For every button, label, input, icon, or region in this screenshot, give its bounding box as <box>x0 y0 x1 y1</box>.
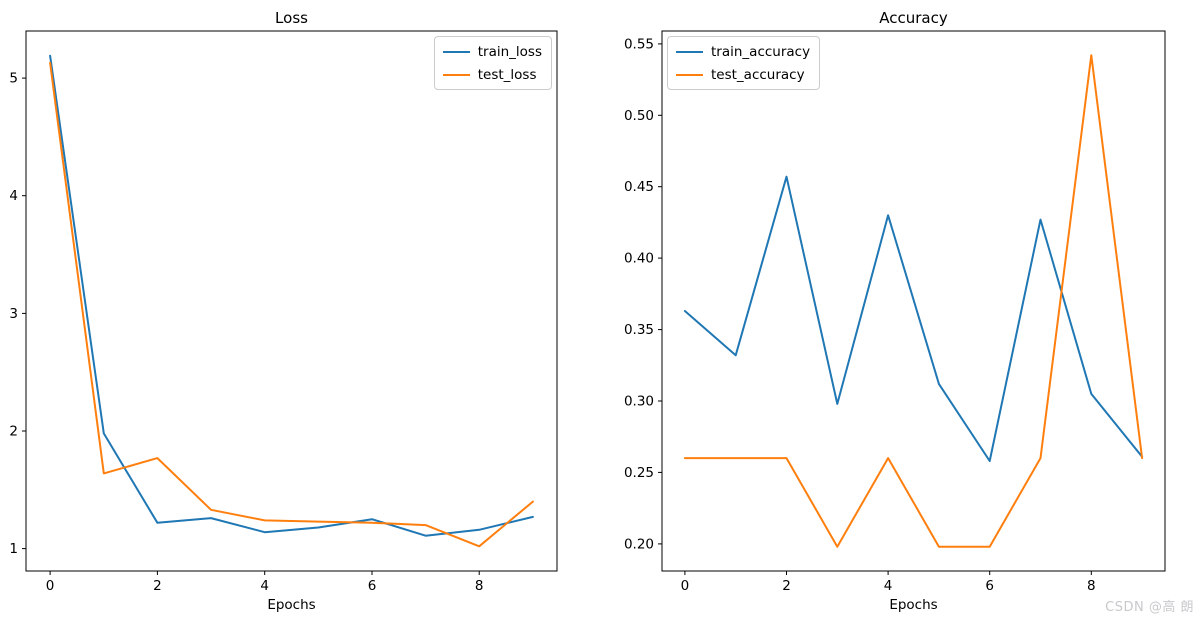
test-loss-line <box>49 61 534 548</box>
loss-chart-title: Loss <box>275 9 308 27</box>
axes-frame <box>661 30 1166 572</box>
y-tick-label: 0.25 <box>624 465 654 481</box>
train-accuracy-line <box>683 175 1144 462</box>
x-tick-label: 4 <box>884 578 893 594</box>
accuracy-chart-title: Accuracy <box>879 9 948 27</box>
y-tick-label: 2 <box>9 424 18 440</box>
legend-label: train_loss <box>477 43 542 60</box>
accuracy-x-axis-label: Epochs <box>889 597 938 613</box>
x-tick-label: 0 <box>46 578 55 594</box>
loss-legend: train_loss test_loss <box>433 36 552 90</box>
y-tick-label: 5 <box>9 71 18 87</box>
x-tick-label: 8 <box>475 578 484 594</box>
x-tick-label: 6 <box>368 578 377 594</box>
y-tick-label: 0.55 <box>624 36 654 52</box>
train-loss-swatch <box>442 50 470 53</box>
x-tick-label: 2 <box>782 578 791 594</box>
y-tick-label: 4 <box>9 188 18 204</box>
legend-label: train_accuracy <box>711 43 811 60</box>
legend-item-train-accuracy: train_accuracy <box>676 41 810 62</box>
x-tick-label: 4 <box>260 578 269 594</box>
legend-item-test-loss: test_loss <box>442 64 542 85</box>
train-accuracy-swatch <box>676 50 703 53</box>
y-tick-label: 0.20 <box>624 536 654 552</box>
y-tick-label: 0.40 <box>624 251 654 267</box>
test-loss-swatch <box>442 73 470 76</box>
train-loss-line <box>49 54 534 537</box>
legend-label: test_accuracy <box>711 66 805 83</box>
y-tick-label: 0.45 <box>624 179 654 195</box>
test-accuracy-swatch <box>676 73 703 76</box>
legend-label: test_loss <box>477 66 537 83</box>
y-tick-label: 0.30 <box>624 394 654 410</box>
accuracy-legend: train_accuracy test_accuracy <box>667 36 821 90</box>
test-accuracy-line <box>683 54 1144 548</box>
y-tick-label: 3 <box>9 306 18 322</box>
y-tick-label: 1 <box>9 541 18 557</box>
x-tick-label: 2 <box>153 578 162 594</box>
x-tick-label: 6 <box>985 578 994 594</box>
axes-frame <box>25 30 558 572</box>
loss-x-axis-label: Epochs <box>267 597 316 613</box>
y-tick-label: 0.35 <box>624 322 654 338</box>
legend-item-train-loss: train_loss <box>442 41 542 62</box>
x-tick-label: 0 <box>681 578 690 594</box>
x-tick-label: 8 <box>1087 578 1096 594</box>
legend-item-test-accuracy: test_accuracy <box>676 64 810 85</box>
y-tick-label: 0.50 <box>624 108 654 124</box>
watermark: CSDN @高 朗 <box>1105 600 1194 615</box>
